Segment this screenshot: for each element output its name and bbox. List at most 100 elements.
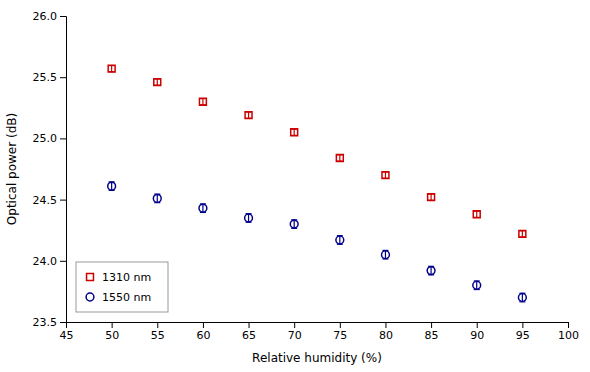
error-bar	[382, 172, 388, 178]
error-bar-part	[157, 79, 158, 85]
tick: 23.5	[33, 316, 67, 329]
tick: 85	[425, 322, 439, 342]
point	[473, 211, 480, 218]
tick: 80	[379, 322, 393, 342]
point	[473, 281, 481, 289]
tick-label: 23.5	[33, 316, 58, 329]
tick-mark	[522, 322, 523, 328]
error-bar	[154, 79, 160, 85]
tick-label: 50	[105, 329, 119, 342]
x-axis-title: Relative humidity (%)	[252, 351, 382, 365]
error-bar	[428, 194, 434, 200]
point	[245, 112, 252, 119]
point	[519, 230, 526, 237]
tick-mark	[249, 322, 250, 328]
legend: 1310 nm 1550 nm	[76, 262, 168, 312]
tick-label: 75	[333, 329, 347, 342]
series	[108, 182, 527, 302]
tick-label: 24.5	[33, 194, 58, 207]
tick-mark	[60, 77, 66, 78]
tick-label: 45	[60, 329, 74, 342]
error-bar-part	[111, 66, 112, 72]
error-bar-part	[202, 204, 203, 213]
tick: 60	[196, 322, 210, 342]
error-bar	[200, 99, 206, 105]
tick-mark	[385, 322, 386, 328]
tick-mark	[60, 16, 66, 17]
legend-box	[76, 262, 168, 312]
error-bar-part	[385, 172, 386, 178]
tick-mark	[60, 138, 66, 139]
error-bar	[519, 293, 525, 302]
tick-label: 26.0	[33, 10, 58, 23]
error-bar	[382, 250, 388, 259]
error-bar	[474, 211, 480, 217]
tick: 26.0	[33, 10, 67, 23]
tick: 70	[288, 322, 302, 342]
tick: 90	[470, 322, 484, 342]
series	[108, 65, 526, 237]
error-bar-part	[157, 194, 158, 203]
tick-mark	[294, 322, 295, 328]
chart: 45 50 55 60 65 70 75 80 85 90 95 100 23.5 24.0 24.5 25.…	[0, 0, 590, 372]
error-bar	[474, 281, 480, 290]
tick-mark	[568, 322, 569, 328]
error-bar	[154, 194, 160, 203]
tick-label: 65	[242, 329, 256, 342]
error-bar	[291, 220, 297, 229]
plot: 45 50 55 60 65 70 75 80 85 90 95 100 23.5 24.0 24.5 25.…	[33, 10, 580, 342]
error-bar	[200, 204, 206, 213]
point	[518, 294, 526, 302]
y-axis-title: Optical power (dB)	[5, 113, 19, 225]
legend-item: 1550 nm	[86, 291, 151, 304]
point	[382, 172, 389, 179]
error-bar-part	[385, 250, 386, 259]
point	[428, 194, 435, 201]
tick-label: 24.0	[33, 255, 58, 268]
point	[382, 251, 390, 259]
tick-label: 25.0	[33, 132, 58, 145]
error-bar-part	[339, 236, 340, 245]
error-bar-part	[248, 214, 249, 223]
point	[108, 65, 115, 72]
point	[199, 204, 207, 212]
point	[154, 79, 161, 86]
error-bar-part	[522, 231, 523, 237]
error-bar-part	[111, 182, 112, 191]
tick: 100	[558, 322, 579, 342]
tick: 95	[516, 322, 530, 342]
legend-item: 1310 nm	[87, 271, 152, 284]
tick: 65	[242, 322, 256, 342]
error-bar-part	[522, 293, 523, 302]
error-bar	[428, 266, 434, 275]
tick-label: 90	[470, 329, 484, 342]
tick-mark	[431, 322, 432, 328]
legend-label: 1550 nm	[102, 291, 151, 304]
y-axis: 23.524.024.525.025.526.0	[33, 10, 67, 329]
point	[245, 214, 253, 222]
tick-mark	[60, 200, 66, 201]
error-bar	[337, 155, 343, 161]
point	[199, 98, 206, 105]
point	[336, 236, 344, 244]
error-bar-part	[476, 211, 477, 217]
point	[108, 182, 116, 190]
error-bar-part	[294, 220, 295, 229]
tick-mark	[157, 322, 158, 328]
error-bar	[337, 236, 343, 245]
error-bar-part	[430, 194, 431, 200]
error-bar-part	[294, 129, 295, 135]
legend-label: 1310 nm	[102, 271, 151, 284]
error-bar	[109, 66, 115, 72]
legend-symbol	[86, 293, 94, 301]
point	[153, 194, 161, 202]
axis-line	[60, 17, 67, 323]
tick-mark	[60, 322, 66, 323]
tick: 75	[333, 322, 347, 342]
tick-mark	[340, 322, 341, 328]
tick-label: 55	[151, 329, 165, 342]
tick-label: 95	[516, 329, 530, 342]
point	[290, 220, 298, 228]
tick-mark	[112, 322, 113, 328]
tick-label: 85	[425, 329, 439, 342]
